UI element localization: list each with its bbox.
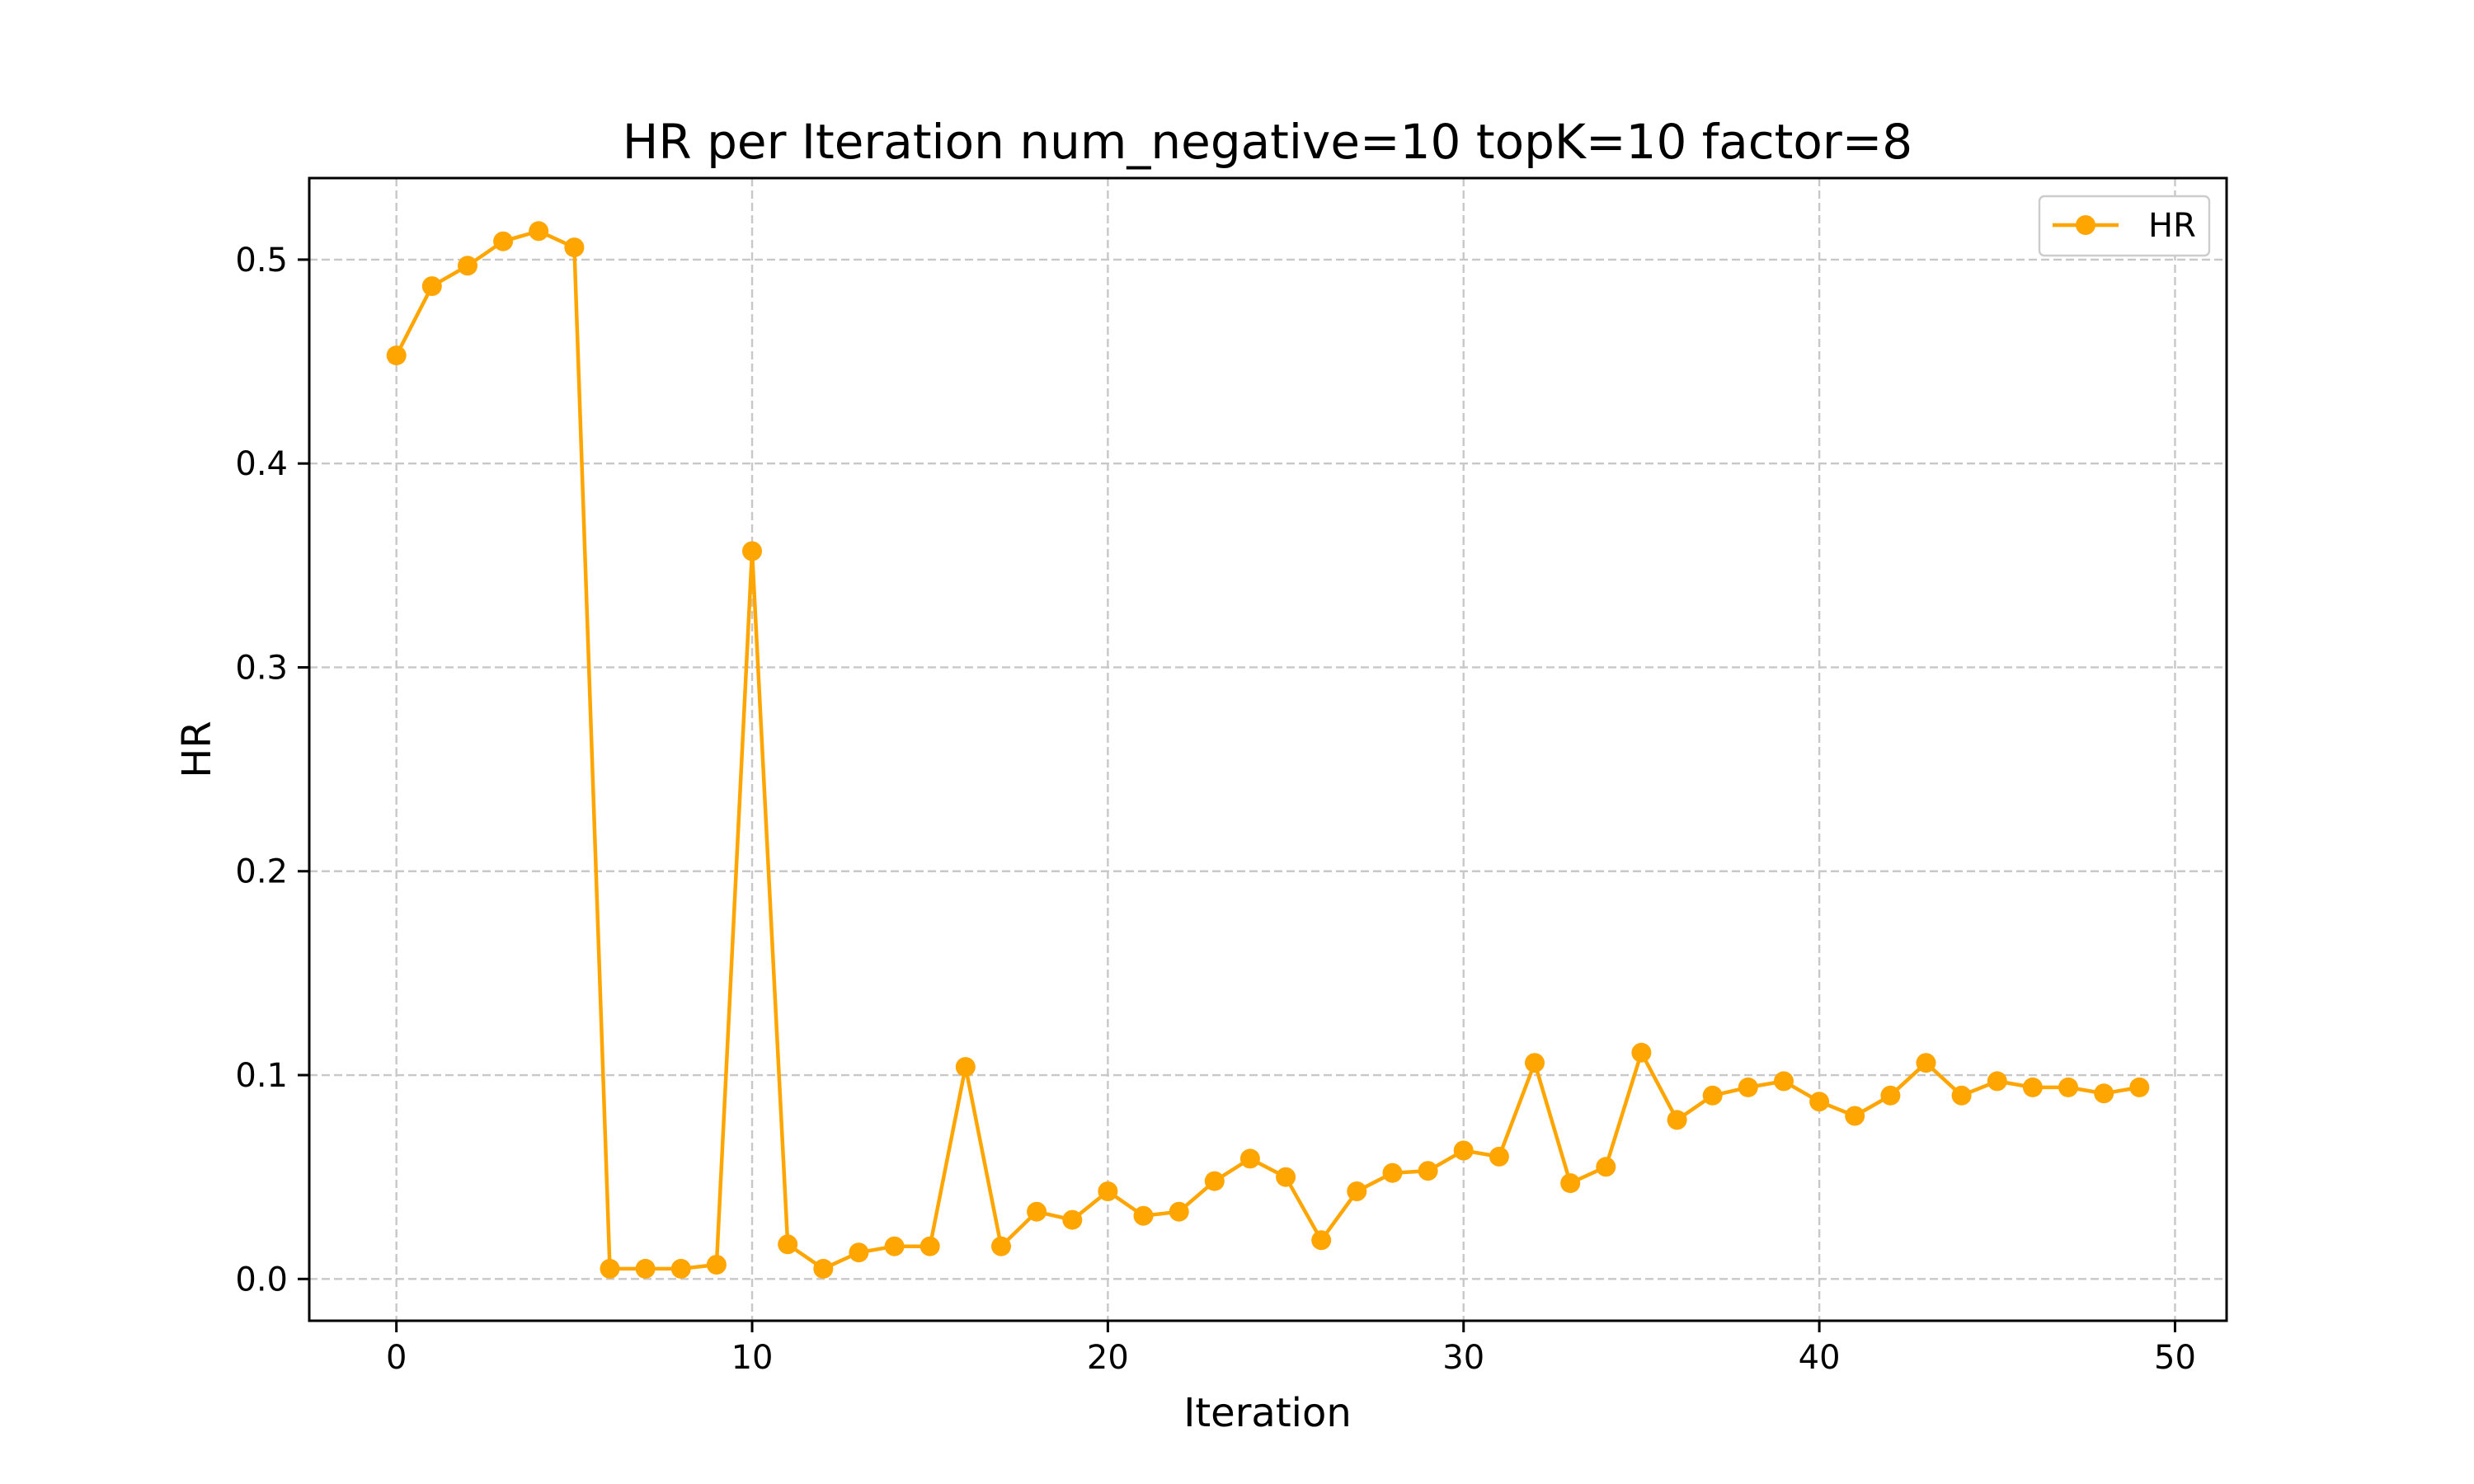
y-tick-label: 0.2 [235, 853, 288, 891]
data-point [1702, 1085, 1723, 1106]
data-point [1667, 1110, 1687, 1130]
data-point [1204, 1171, 1225, 1191]
data-point [670, 1258, 691, 1279]
ticks-layer: 0 10 20 30 40 50 0.0 0.1 0.2 0.3 0.4 0.5 [235, 242, 2196, 1377]
data-point [706, 1255, 727, 1275]
legend-box [2038, 195, 2211, 257]
data-point [564, 237, 585, 258]
data-point [1845, 1106, 1865, 1126]
y-tick-label: 0.5 [235, 242, 288, 279]
y-tick-label: 0.3 [235, 649, 288, 687]
plot-frame [308, 176, 2228, 1322]
data-point [1418, 1161, 1438, 1181]
data-point [742, 541, 762, 561]
data-point [1738, 1077, 1758, 1097]
series-layer [386, 221, 2150, 1279]
data-point [386, 345, 407, 366]
y-tick-label: 0.0 [235, 1261, 288, 1298]
data-point [635, 1258, 656, 1279]
legend-label-hr: HR [2148, 207, 2196, 245]
data-point [1311, 1230, 1332, 1251]
data-point [2058, 1077, 2078, 1097]
grid-layer [309, 178, 2227, 1321]
data-point [1809, 1092, 1830, 1112]
data-point [778, 1234, 798, 1255]
data-point [1525, 1053, 1545, 1073]
legend: HR [2038, 195, 2211, 257]
legend-marker-swatch [2076, 215, 2095, 235]
x-axis-label: Iteration [1183, 1390, 1352, 1436]
y-axis-label: HR [174, 721, 220, 777]
data-point [1453, 1140, 1474, 1161]
data-point [1062, 1209, 1083, 1230]
data-point [991, 1236, 1011, 1256]
data-point [1951, 1085, 1972, 1106]
data-point [1098, 1181, 1118, 1201]
y-tick-label: 0.4 [235, 445, 288, 483]
data-point [955, 1057, 976, 1078]
data-point [493, 231, 514, 251]
data-point [813, 1258, 834, 1279]
x-tick-label: 40 [1799, 1339, 1841, 1377]
data-point [1347, 1181, 1367, 1201]
data-point [1027, 1201, 1047, 1222]
x-tick-label: 30 [1442, 1339, 1484, 1377]
data-point [458, 256, 477, 276]
x-tick-label: 0 [386, 1339, 407, 1377]
series-line-hr [394, 229, 2142, 1271]
y-tick-label: 0.1 [235, 1057, 288, 1095]
data-point [1560, 1173, 1581, 1194]
data-point [920, 1236, 940, 1256]
data-point [2094, 1083, 2114, 1104]
data-point [884, 1236, 905, 1256]
data-point [1774, 1071, 1794, 1092]
x-tick-label: 20 [1087, 1339, 1129, 1377]
data-point [529, 221, 549, 242]
data-point [849, 1242, 869, 1263]
data-point [1880, 1085, 1901, 1106]
data-point [1276, 1167, 1296, 1187]
data-point [1596, 1157, 1616, 1177]
data-point [1133, 1205, 1154, 1226]
data-point [1631, 1042, 1652, 1063]
x-tick-label: 50 [2154, 1339, 2196, 1377]
data-point [1239, 1148, 1260, 1169]
chart-title: HR per Iteration num_negative=10 topK=10… [623, 114, 1912, 170]
data-point [2022, 1077, 2043, 1097]
x-tick-label: 10 [731, 1339, 774, 1377]
data-point [600, 1258, 620, 1279]
data-point [1382, 1162, 1403, 1183]
data-point [1169, 1201, 1189, 1222]
data-point [1916, 1053, 1936, 1073]
data-point [2129, 1077, 2150, 1097]
data-point [1489, 1146, 1509, 1167]
data-point [1987, 1071, 2007, 1092]
data-point [421, 276, 442, 297]
